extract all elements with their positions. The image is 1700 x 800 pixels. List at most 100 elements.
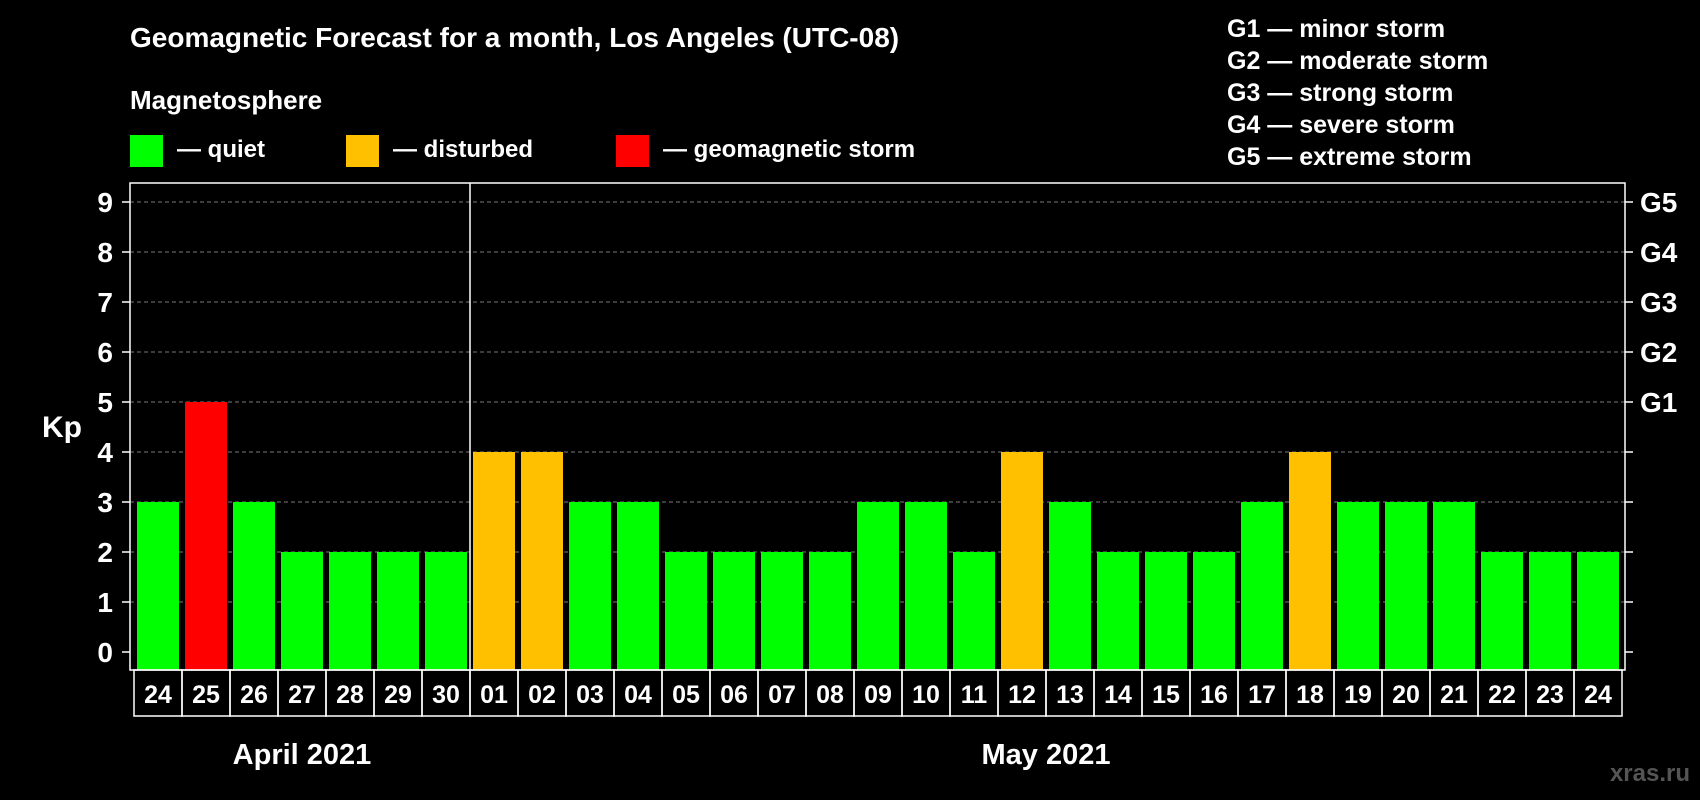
bar-day-15: [857, 502, 899, 670]
x-tick-label: 06: [720, 681, 748, 709]
bar-day-6: [425, 552, 467, 670]
y-axis-label: Kp: [42, 411, 82, 444]
bar-series: [137, 402, 1619, 670]
bar-day-20: [1097, 552, 1139, 670]
y-tick-label: 1: [97, 587, 113, 618]
legend-label-storm: — geomagnetic storm: [663, 136, 915, 163]
bar-day-22: [1193, 552, 1235, 670]
y-axis-ticks: 0 1 2 3 4 5 6 7 8 9: [97, 187, 130, 668]
y-tick-label: 8: [97, 237, 113, 268]
y-tick-label: 4: [97, 437, 113, 468]
day-cell: [1573, 669, 1623, 717]
bar-day-18: [1001, 452, 1043, 670]
bar-day-0: [137, 502, 179, 670]
right-axis-label: G2: [1640, 337, 1677, 368]
bar-day-4: [329, 552, 371, 670]
x-tick-label: 27: [288, 681, 316, 709]
bar-day-2: [233, 502, 275, 670]
x-axis-day-cells: 24 25 26 27 28 29 30 01 02 03 04 05 06 07 08 09 10 11 12 13…: [133, 669, 1623, 717]
x-tick-label: 02: [528, 681, 556, 709]
right-axis-label: G5: [1640, 187, 1677, 218]
x-tick-label: 13: [1056, 681, 1084, 709]
x-tick-label: 18: [1296, 681, 1324, 709]
x-tick-label: 30: [432, 681, 460, 709]
bar-day-16: [905, 502, 947, 670]
bar-day-17: [953, 552, 995, 670]
x-tick-label: 23: [1536, 681, 1564, 709]
x-axis-month-labels: April 2021 May 2021: [233, 739, 1111, 771]
x-tick-label: 25: [192, 681, 220, 709]
g-scale-legend: G1 — minor storm G2 — moderate storm G3 …: [1227, 15, 1488, 171]
y-tick-label: 5: [97, 387, 113, 418]
bar-day-28: [1481, 552, 1523, 670]
chart-title: Geomagnetic Forecast for a month, Los An…: [130, 22, 899, 53]
x-tick-label: 21: [1440, 681, 1468, 709]
watermark: xras.ru: [1610, 760, 1690, 787]
x-tick-label: 14: [1104, 681, 1132, 709]
bar-day-9: [569, 502, 611, 670]
bar-day-24: [1289, 452, 1331, 670]
x-tick-label: 12: [1008, 681, 1036, 709]
x-tick-label: 05: [672, 681, 700, 709]
x-tick-label: 16: [1200, 681, 1228, 709]
g3-legend: G3 — strong storm: [1227, 79, 1453, 107]
g4-legend: G4 — severe storm: [1227, 111, 1455, 139]
bar-day-13: [761, 552, 803, 670]
x-tick-label: 19: [1344, 681, 1372, 709]
x-tick-label: 11: [961, 681, 988, 709]
y-tick-label: 2: [97, 537, 113, 568]
x-tick-label: 28: [336, 681, 364, 709]
bar-day-5: [377, 552, 419, 670]
right-axis-label: G3: [1640, 287, 1677, 318]
legend-swatch-storm: [616, 135, 649, 167]
bar-day-19: [1049, 502, 1091, 670]
bar-day-26: [1385, 502, 1427, 670]
g5-legend: G5 — extreme storm: [1227, 143, 1472, 171]
bar-day-21: [1145, 552, 1187, 670]
y-tick-label: 6: [97, 337, 113, 368]
legend-quiet: — quiet: [130, 135, 265, 167]
legend-swatch-disturbed: [346, 135, 379, 167]
y-tick-label: 3: [97, 487, 113, 518]
bar-day-14: [809, 552, 851, 670]
x-tick-label: 24: [1584, 681, 1612, 709]
bar-day-8: [521, 452, 563, 670]
legend-disturbed: — disturbed: [346, 135, 533, 167]
month-label: May 2021: [982, 739, 1111, 771]
x-tick-label: 20: [1392, 681, 1420, 709]
bar-day-27: [1433, 502, 1475, 670]
bar-day-1: [185, 402, 227, 670]
right-axis-label: G4: [1640, 237, 1678, 268]
x-tick-label: 15: [1152, 681, 1180, 709]
y-tick-label: 0: [97, 637, 113, 668]
x-tick-label: 03: [576, 681, 604, 709]
x-tick-label: 01: [480, 681, 508, 709]
right-axis-ticks: G1 G2 G3 G4 G5: [1625, 187, 1678, 653]
x-tick-label: 22: [1488, 681, 1516, 709]
x-tick-label: 24: [144, 681, 172, 709]
bar-day-23: [1241, 502, 1283, 670]
x-tick-label: 08: [816, 681, 844, 709]
legend-heading: Magnetosphere: [130, 85, 322, 115]
bar-day-10: [617, 502, 659, 670]
x-tick-label: 09: [864, 681, 892, 709]
right-axis-label: G1: [1640, 387, 1677, 418]
x-tick-label: 07: [768, 681, 796, 709]
bar-day-30: [1577, 552, 1619, 670]
legend-swatch-quiet: [130, 135, 163, 167]
bar-day-25: [1337, 502, 1379, 670]
g1-legend: G1 — minor storm: [1227, 15, 1445, 43]
bar-day-12: [713, 552, 755, 670]
month-label: April 2021: [233, 739, 372, 771]
x-tick-label: 04: [624, 681, 652, 709]
bar-day-11: [665, 552, 707, 670]
x-tick-label: 10: [912, 681, 940, 709]
y-tick-label: 9: [97, 187, 113, 218]
legend-storm: — geomagnetic storm: [616, 135, 915, 167]
bar-day-7: [473, 452, 515, 670]
bar-day-3: [281, 552, 323, 670]
y-tick-label: 7: [97, 287, 113, 318]
x-tick-label: 17: [1248, 681, 1276, 709]
g2-legend: G2 — moderate storm: [1227, 47, 1488, 75]
